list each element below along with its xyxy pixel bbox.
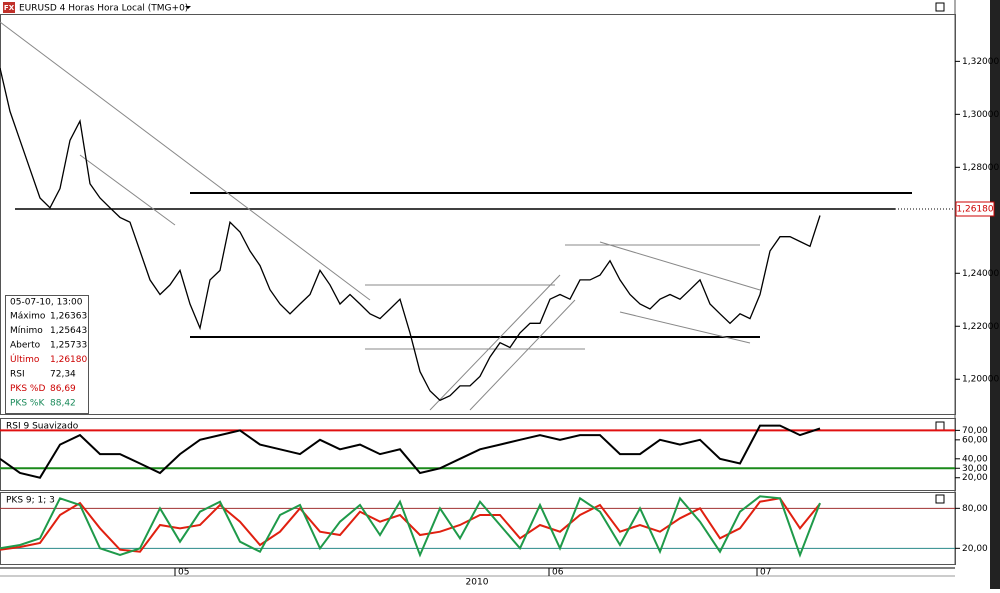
channel-line: [619, 311, 751, 344]
info-value: 1,26180: [50, 355, 87, 365]
y-tick-label: 20,00: [962, 473, 988, 483]
panel-title: PKS 9; 1; 3: [6, 496, 55, 506]
y-tick-label: 1,30000: [962, 110, 999, 120]
info-label: Aberto: [10, 341, 41, 351]
maximize-button[interactable]: [935, 494, 945, 504]
info-date: 05-07-10, 13:00: [10, 298, 83, 308]
channel-line: [599, 241, 761, 291]
info-value: 88,42: [50, 399, 76, 409]
info-label: PKS %D: [10, 384, 45, 394]
y-tick-label: 20,00: [962, 544, 988, 554]
icon-text: FX: [4, 4, 15, 12]
channel-line: [429, 274, 561, 411]
last-price-label: 1,26180: [956, 205, 993, 215]
right-border: [990, 0, 1000, 589]
series-line: [0, 495, 821, 558]
year-label: 2010: [466, 578, 489, 588]
y-tick-label: 1,28000: [962, 163, 999, 173]
drawings: [0, 21, 955, 411]
time-label: 05: [178, 568, 189, 578]
info-label: Máximo: [10, 312, 46, 322]
info-value: 1,25733: [50, 341, 87, 351]
series-line: [0, 424, 821, 479]
y-tick-label: 1,32000: [962, 57, 999, 67]
y-tick-label: 30,00: [962, 464, 988, 474]
trend-line: [0, 21, 371, 301]
last-price-tag: [955, 201, 995, 217]
series-line: [0, 67, 821, 402]
info-label: Mínimo: [10, 326, 43, 336]
time-label: 06: [552, 568, 564, 578]
y-tick-label: 80,00: [962, 504, 988, 514]
info-label: PKS %K: [10, 399, 45, 409]
window-title[interactable]: EURUSD 4 Horas Hora Local (TMG+0): [19, 4, 188, 14]
y-tick-label: 40,00: [962, 454, 988, 464]
maximize-button[interactable]: [935, 2, 945, 12]
info-value: 86,69: [50, 384, 76, 394]
info-value: 1,25643: [50, 326, 87, 336]
channel-line: [79, 154, 176, 226]
time-label: 07: [760, 568, 771, 578]
info-rows: 05-07-10, 13:00 Máximo 1,26363 Mínimo 1,2564…: [10, 298, 87, 409]
info-label: Último: [10, 353, 40, 365]
y-tick-label: 60,00: [962, 435, 988, 445]
y-tick-label: 1,20000: [962, 375, 999, 385]
channel-line: [469, 299, 576, 411]
dropdown[interactable]: [185, 6, 191, 9]
y-tick-label: 1,24000: [962, 269, 999, 279]
panel-title: RSI 9 Suavizado: [6, 422, 79, 432]
info-panel: [5, 295, 89, 414]
y-tick-label: 70,00: [962, 426, 988, 436]
info-value: 1,26363: [50, 312, 87, 322]
info-value: 72,34: [50, 370, 76, 380]
series-line: [0, 497, 821, 553]
y-tick-label: 1,22000: [962, 322, 999, 332]
icon: [3, 2, 15, 13]
info-label: RSI: [10, 370, 25, 380]
